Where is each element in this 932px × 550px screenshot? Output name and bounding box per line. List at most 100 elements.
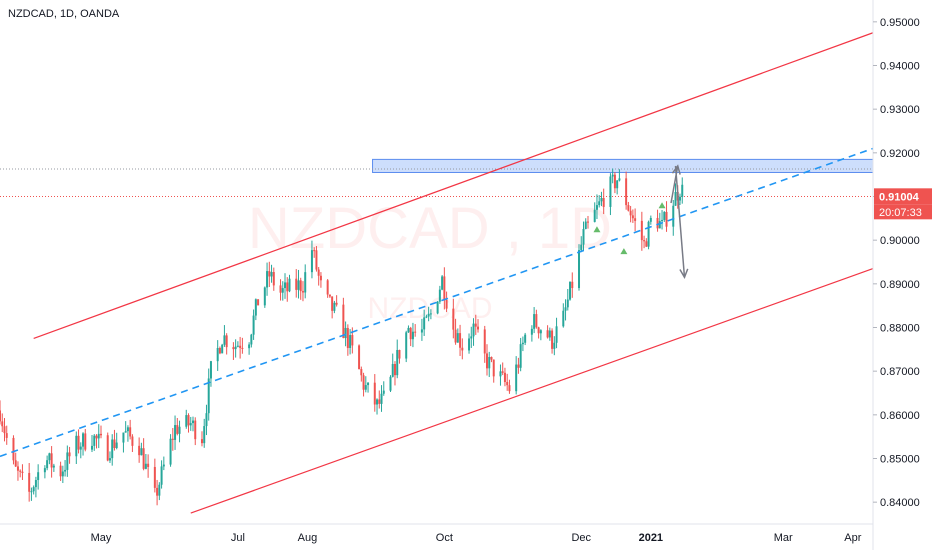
time-tick-label: Mar [774, 532, 793, 544]
candle-up [248, 344, 251, 349]
channel-upper-line[interactable] [33, 32, 874, 339]
candle-up [174, 425, 177, 440]
candle-up [281, 288, 284, 293]
candle-down [452, 308, 455, 330]
candle-up [162, 464, 165, 467]
candle-up [548, 330, 551, 338]
candle-down [508, 385, 511, 392]
countdown-value: 20:07:33 [879, 207, 922, 219]
projection-arrow-down[interactable] [674, 165, 686, 278]
candle-up [122, 432, 125, 443]
candle-down [414, 331, 417, 333]
candle-up [436, 301, 439, 314]
candle-down [279, 285, 282, 293]
candle-up [441, 276, 444, 290]
candle-up [66, 452, 69, 470]
time-tick-label: Jul [231, 532, 245, 544]
candle-up [124, 431, 127, 433]
candle-up [209, 361, 212, 379]
candle-up [178, 426, 181, 434]
candle-down [232, 347, 235, 350]
candle-up [661, 219, 664, 222]
candle-up [425, 316, 428, 318]
candle-up [678, 196, 681, 201]
candle-up [140, 448, 143, 456]
candle-down [631, 215, 634, 219]
candle-up [569, 281, 572, 300]
candle-down [5, 433, 8, 438]
candle-down [492, 359, 495, 377]
candle-down [490, 356, 493, 360]
channel-lower-line[interactable] [190, 267, 874, 514]
candle-up [288, 278, 291, 292]
candle-down [239, 345, 242, 348]
candle-down [398, 349, 401, 359]
candle-up [364, 385, 367, 390]
candle-up [468, 338, 471, 351]
candle-up [349, 335, 352, 348]
candle-up [263, 287, 266, 306]
candle-up [93, 435, 96, 446]
price-tick-label: 0.95000 [880, 17, 920, 29]
candle-up [391, 363, 394, 377]
candle-up [411, 331, 414, 340]
candle-down [241, 347, 244, 349]
candle-down [218, 348, 221, 354]
candle-up [75, 435, 78, 457]
candle-up [488, 356, 491, 369]
candle-up [64, 469, 67, 472]
candle-up [297, 280, 300, 290]
channel-midline[interactable] [0, 147, 874, 458]
candle-down [16, 466, 19, 471]
candle-up [254, 299, 257, 316]
candle-up [382, 390, 385, 394]
candle-up [396, 349, 399, 376]
candle-up [304, 272, 307, 293]
candle-up [524, 334, 527, 343]
candle-up [82, 433, 85, 447]
candle-down [95, 435, 98, 439]
candle-down [535, 314, 538, 328]
candle-down [459, 333, 462, 348]
candle-up [438, 289, 441, 302]
candle-down [317, 269, 320, 276]
candle-up [521, 342, 524, 345]
candle-down [171, 438, 174, 440]
candle-down [176, 425, 179, 434]
candle-down [313, 250, 316, 252]
candle-up [91, 445, 94, 450]
candle-up [672, 205, 675, 227]
price-tick-label: 0.84000 [880, 497, 920, 509]
candle-up [108, 458, 111, 461]
candle-down [50, 453, 53, 468]
candle-up [533, 314, 536, 329]
time-tick-label: Oct [436, 532, 453, 544]
candle-up [389, 376, 392, 391]
candle-up [37, 472, 40, 481]
candle-up [472, 323, 475, 337]
candle-down [640, 220, 643, 241]
candle-down [286, 282, 289, 292]
candle-up [203, 426, 206, 444]
candle-down [14, 460, 17, 467]
candle-down [129, 427, 132, 437]
candle-up [46, 460, 49, 469]
candle-up [310, 250, 313, 273]
candle-down [225, 335, 228, 348]
candle-up [519, 344, 522, 368]
price-tick-label: 0.87000 [880, 366, 920, 378]
candle-down [200, 439, 203, 444]
candle-up [158, 484, 161, 496]
candle-up [611, 174, 614, 177]
candle-down [629, 210, 632, 216]
candle-down [19, 470, 22, 472]
candle-up [189, 423, 192, 426]
chart-header: NZDCAD, 1D, OANDA [8, 8, 120, 20]
candle-up [192, 420, 195, 424]
candle-up [234, 346, 237, 350]
candle-down [315, 250, 318, 270]
candle-down [665, 211, 668, 227]
candle-up [564, 307, 567, 311]
time-tick-label: May [91, 532, 112, 544]
